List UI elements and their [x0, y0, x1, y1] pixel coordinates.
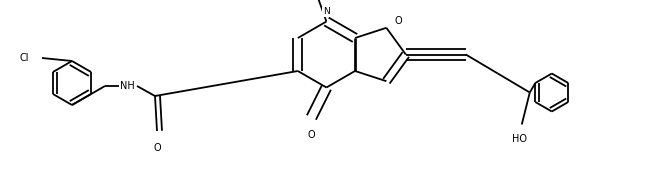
Text: N: N	[323, 8, 330, 16]
Text: O: O	[153, 143, 161, 153]
Text: NH: NH	[119, 81, 134, 91]
Text: HO: HO	[512, 135, 527, 144]
Text: O: O	[308, 129, 315, 140]
Text: Cl: Cl	[20, 53, 29, 63]
Text: O: O	[394, 16, 402, 26]
